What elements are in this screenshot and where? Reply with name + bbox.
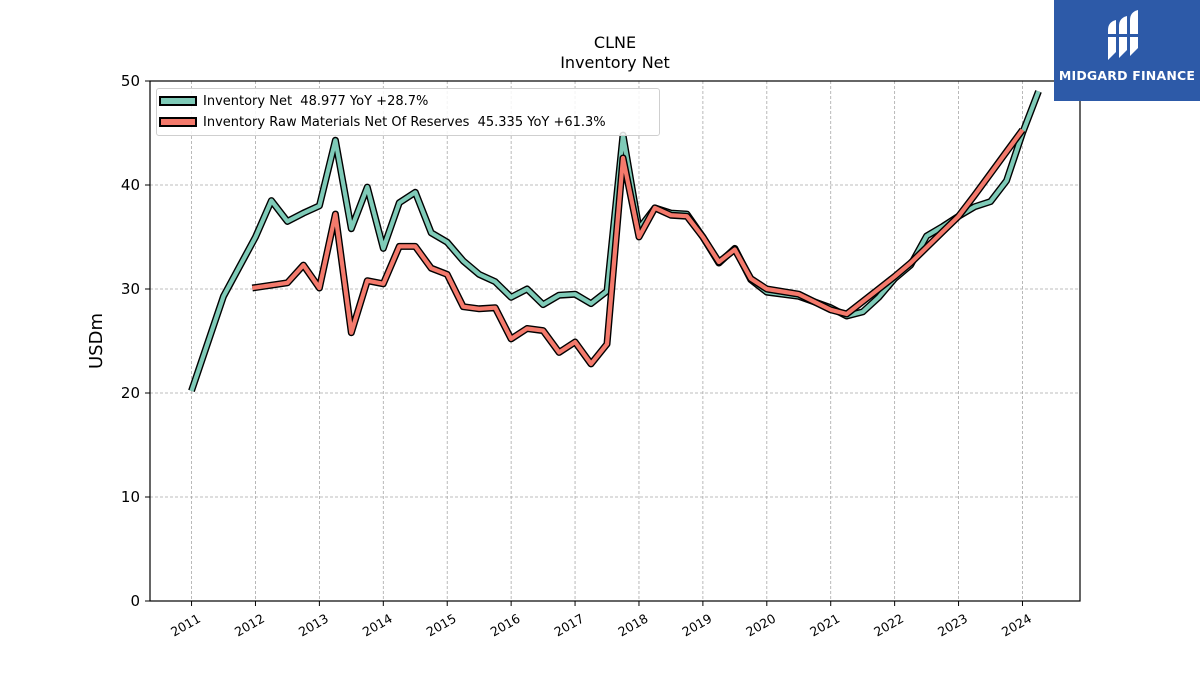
brand-name: MIDGARD FINANCE — [1058, 68, 1196, 83]
y-tick-label: 20 — [121, 384, 140, 402]
chart-ticker-title: CLNE — [593, 33, 637, 52]
y-tick-label: 10 — [121, 488, 140, 506]
series-outline — [251, 127, 1026, 368]
legend-swatch-inventory-net — [159, 96, 197, 106]
x-tick-label: 2019 — [679, 611, 714, 640]
y-tick-label: 30 — [121, 280, 140, 298]
x-tick-label: 2020 — [743, 611, 778, 640]
x-tick-label: 2016 — [488, 611, 523, 640]
legend-label: Inventory Raw Materials Net Of Reserves … — [203, 114, 606, 130]
legend-label: Inventory Net 48.977 YoY +28.7% — [203, 93, 429, 109]
y-tick-label: 40 — [121, 176, 140, 194]
x-ticks: 2011 2012 2013 2014 2015 2016 2017 2018 2019 2020… — [168, 601, 1034, 640]
y-ticks: 0 10 20 30 40 50 — [121, 72, 150, 610]
series-line — [251, 128, 1025, 366]
x-tick-label: 2013 — [296, 611, 331, 640]
legend-item-raw-materials: Inventory Raw Materials Net Of Reserves … — [159, 112, 606, 132]
x-tick-label: 2022 — [871, 611, 906, 640]
plot-frame — [149, 80, 1081, 602]
grid-lines — [150, 80, 1080, 602]
series-lines — [188, 90, 1042, 393]
y-axis-label: USDm — [86, 313, 107, 369]
x-tick-label: 2021 — [807, 611, 842, 640]
midgard-logo-icon — [1106, 10, 1142, 60]
y-tick-label: 50 — [121, 72, 140, 90]
legend-swatch-raw-materials — [159, 117, 197, 127]
x-tick-label: 2012 — [232, 611, 267, 640]
x-tick-label: 2023 — [935, 611, 970, 640]
x-tick-label: 2024 — [999, 611, 1034, 640]
legend-item-inventory-net: Inventory Net 48.977 YoY +28.7% — [159, 91, 428, 111]
x-tick-label: 2011 — [168, 611, 203, 640]
x-tick-label: 2014 — [360, 611, 395, 640]
y-tick-label: 0 — [130, 592, 140, 610]
x-tick-label: 2018 — [615, 611, 650, 640]
brand-logo: MIDGARD FINANCE — [1054, 0, 1200, 101]
x-tick-label: 2015 — [424, 611, 459, 640]
x-tick-label: 2017 — [552, 611, 587, 640]
chart-title: Inventory Net — [560, 53, 670, 72]
legend: Inventory Net 48.977 YoY +28.7% Inventor… — [156, 88, 660, 136]
